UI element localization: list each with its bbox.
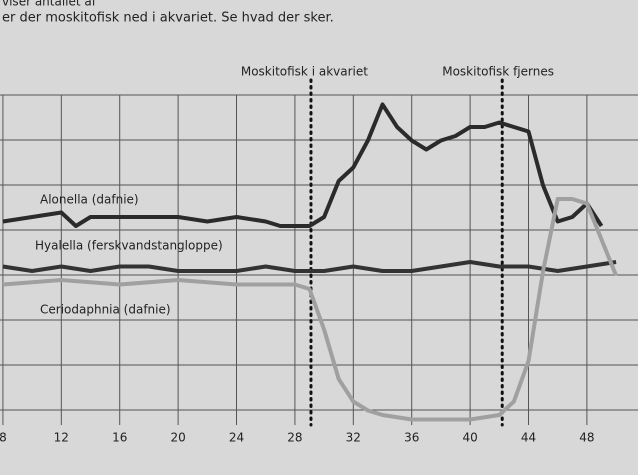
x-tick-label: 36: [404, 431, 419, 445]
series-line: [2, 260, 617, 273]
x-tick-label: 40: [462, 431, 477, 445]
series-label: Hyalella (ferskvandstangloppe): [35, 239, 223, 253]
series-line: [2, 102, 604, 228]
series-line: [2, 197, 618, 422]
x-tick-label: 44: [521, 431, 536, 445]
x-tick-label: 32: [346, 431, 361, 445]
header-line: viser antallet af: [2, 0, 97, 9]
x-tick-label: 48: [579, 431, 594, 445]
series-label: Ceriodaphnia (dafnie): [40, 303, 171, 317]
event-label: Moskitofisk i akvariet: [241, 65, 368, 79]
x-tick-label: 28: [287, 431, 302, 445]
event-label: Moskitofisk fjernes: [442, 65, 554, 79]
x-tick-label: 24: [229, 431, 244, 445]
series-label: Alonella (dafnie): [40, 193, 139, 207]
x-tick-label: 16: [112, 431, 127, 445]
header-line: er der moskitofisk ned i akvariet. Se hv…: [2, 11, 334, 26]
x-tick-label: 20: [170, 431, 185, 445]
x-tick-label: 12: [54, 431, 69, 445]
x-tick-label: 8: [0, 431, 7, 445]
